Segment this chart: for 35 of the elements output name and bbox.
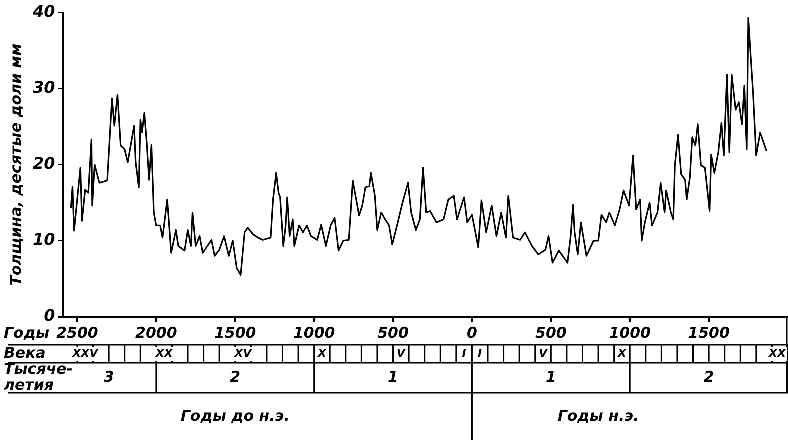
x-tick-label: 1000 [609,324,651,342]
text: XX [768,346,787,360]
x-tick-label: 1000 [293,324,336,342]
y-tick-label: 10 [33,230,56,250]
text: I [478,346,482,360]
x-tick-label: 1500 [688,324,730,342]
x-tick-label: 2500 [56,324,98,342]
text: Тысяче-летия [4,360,74,394]
y-tick-label: 20 [33,154,56,173]
text: 3 [104,368,114,386]
text: V [539,346,550,360]
x-axis-title: Годы [4,324,50,342]
x-tick-label: 500 [378,324,409,342]
text: X [316,346,327,360]
x-tick-label: 0 [466,324,478,342]
text: Годы до н.э. [180,406,290,425]
x-tick-label: 500 [536,324,567,342]
x-tick-label: 1500 [214,324,256,342]
text: Годы н.э. [558,406,640,425]
text: 1 [546,368,556,386]
text: 2 [704,368,714,386]
y-tick-label: 0 [44,306,56,326]
x-tick-label: 2000 [136,324,178,342]
text: XXV [72,346,100,360]
text: XX [154,346,174,360]
text: XV [234,346,254,360]
y-tick-label: 40 [32,2,56,21]
text: 1 [388,368,398,386]
text: I [462,346,466,360]
y-axis-title: Толщина, десятые доли мм [6,44,25,286]
text: V [396,346,407,360]
text: 2 [230,368,241,386]
text: Века [4,344,46,362]
text: X [616,346,627,360]
y-tick-label: 30 [33,78,56,97]
